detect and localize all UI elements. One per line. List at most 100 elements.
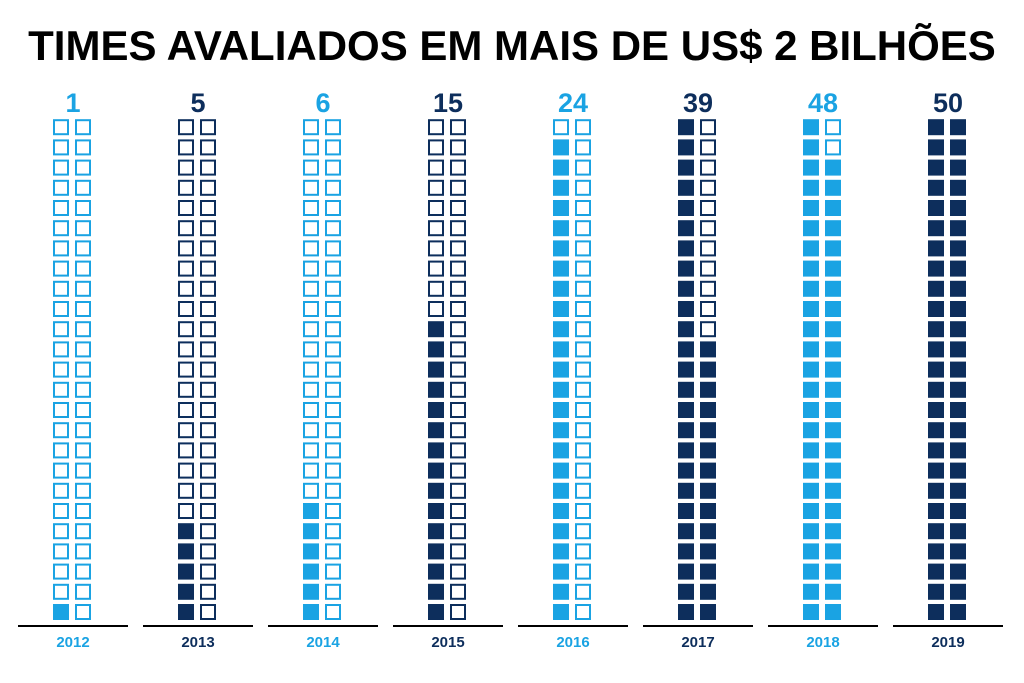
waffle-cell-2019-7 (928, 462, 944, 479)
waffle-cell-2017-26 (700, 583, 716, 600)
value-label-2012: 1 (65, 88, 80, 118)
waffle-cell-2016-43 (575, 240, 591, 257)
waffle-cell-2015-40 (450, 301, 466, 317)
waffle-cell-2017-8 (678, 442, 694, 459)
waffle-cell-2015-20 (428, 200, 444, 216)
waffle-cell-2016-3 (553, 543, 569, 560)
waffle-cell-2016-12 (553, 361, 569, 378)
waffle-cell-2018-24 (803, 119, 819, 136)
waffle-cell-2018-26 (825, 583, 841, 600)
waffle-cell-2016-11 (553, 381, 569, 398)
waffle-cell-2013-4 (178, 523, 194, 540)
waffle-cell-2019-49 (950, 119, 966, 136)
waffle-cell-2015-26 (450, 583, 466, 600)
waffle-cell-2013-30 (200, 503, 216, 519)
waffle-cell-2014-8 (303, 442, 319, 459)
waffle-cell-2013-17 (178, 260, 194, 277)
waffle-cell-2012-23 (53, 139, 69, 156)
waffle-cell-2014-49 (325, 119, 341, 136)
waffle-cell-2019-31 (950, 482, 966, 499)
waffle-cell-2014-46 (325, 179, 341, 196)
waffle-cell-2015-27 (450, 563, 466, 580)
waffle-cell-2014-32 (325, 462, 341, 479)
waffle-cell-2012-28 (75, 543, 91, 560)
waffle-cell-2018-8 (803, 442, 819, 459)
waffle-cell-2012-34 (75, 422, 91, 439)
waffle-cell-2012-17 (53, 260, 69, 277)
waffle-cell-2015-5 (428, 503, 444, 519)
waffle-cell-2015-10 (428, 402, 444, 418)
waffle-cell-2017-35 (700, 402, 716, 418)
waffle-cell-2016-4 (553, 523, 569, 540)
waffle-cell-2017-21 (678, 179, 694, 196)
waffle-cell-2019-41 (950, 280, 966, 297)
waffle-cell-2019-4 (928, 523, 944, 540)
waffle-cell-2019-44 (950, 220, 966, 237)
waffle-cell-2012-18 (53, 240, 69, 257)
waffle-cell-2019-0 (928, 604, 944, 620)
waffle-cell-2017-19 (678, 220, 694, 237)
waffle-cell-2016-19 (553, 220, 569, 237)
waffle-cell-2017-47 (700, 159, 716, 176)
waffle-cell-2012-0 (53, 604, 69, 620)
waffle-cell-2018-22 (803, 159, 819, 176)
waffle-cell-2017-44 (700, 220, 716, 237)
waffle-cell-2017-38 (700, 341, 716, 358)
waffle-cell-2019-13 (928, 341, 944, 358)
waffle-cell-2016-23 (553, 139, 569, 156)
waffle-cell-2015-1 (428, 583, 444, 600)
waffle-cell-2015-43 (450, 240, 466, 257)
waffle-cell-2018-39 (825, 321, 841, 338)
waffle-cell-2012-22 (53, 159, 69, 176)
waffle-cell-2015-8 (428, 442, 444, 459)
waffle-cell-2012-11 (53, 381, 69, 398)
category-label-2017: 2017 (681, 634, 714, 651)
waffle-cell-2012-38 (75, 341, 91, 358)
waffle-cell-2015-31 (450, 482, 466, 499)
waffle-cell-2017-2 (678, 563, 694, 580)
waffle-cell-2019-21 (928, 179, 944, 196)
waffle-cell-2018-34 (825, 422, 841, 439)
waffle-cell-2015-49 (450, 119, 466, 136)
waffle-cell-2014-6 (303, 482, 319, 499)
waffle-cell-2014-12 (303, 361, 319, 378)
waffle-cell-2012-9 (53, 422, 69, 439)
waffle-cell-2015-21 (428, 179, 444, 196)
waffle-cell-2017-29 (700, 523, 716, 540)
waffle-cell-2019-11 (928, 381, 944, 398)
waffle-cell-2017-36 (700, 381, 716, 398)
waffle-cell-2014-13 (303, 341, 319, 358)
waffle-cell-2016-32 (575, 462, 591, 479)
waffle-cell-2016-14 (553, 321, 569, 338)
waffle-cell-2017-14 (678, 321, 694, 338)
waffle-cell-2019-5 (928, 503, 944, 519)
waffle-cell-2019-42 (950, 260, 966, 277)
waffle-cell-2012-6 (53, 482, 69, 499)
waffle-cell-2016-45 (575, 200, 591, 216)
waffle-cell-2015-18 (428, 240, 444, 257)
waffle-cell-2014-15 (303, 301, 319, 317)
waffle-cell-2018-36 (825, 381, 841, 398)
waffle-cell-2014-31 (325, 482, 341, 499)
waffle-cell-2015-12 (428, 361, 444, 378)
waffle-cell-2018-35 (825, 402, 841, 418)
waffle-cell-2017-13 (678, 341, 694, 358)
waffle-cell-2014-11 (303, 381, 319, 398)
waffle-cell-2017-42 (700, 260, 716, 277)
waffle-cell-2014-9 (303, 422, 319, 439)
waffle-cell-2014-0 (303, 604, 319, 620)
waffle-cell-2018-4 (803, 523, 819, 540)
waffle-cell-2017-7 (678, 462, 694, 479)
waffle-cell-2012-44 (75, 220, 91, 237)
waffle-cell-2017-23 (678, 139, 694, 156)
waffle-cell-2012-4 (53, 523, 69, 540)
waffle-cell-2013-31 (200, 482, 216, 499)
waffle-cell-2013-46 (200, 179, 216, 196)
waffle-cell-2016-18 (553, 240, 569, 257)
waffle-cell-2014-34 (325, 422, 341, 439)
waffle-cell-2015-24 (428, 119, 444, 136)
waffle-cell-2017-0 (678, 604, 694, 620)
waffle-cell-2014-16 (303, 280, 319, 297)
waffle-cell-2012-33 (75, 442, 91, 459)
waffle-cell-2019-3 (928, 543, 944, 560)
